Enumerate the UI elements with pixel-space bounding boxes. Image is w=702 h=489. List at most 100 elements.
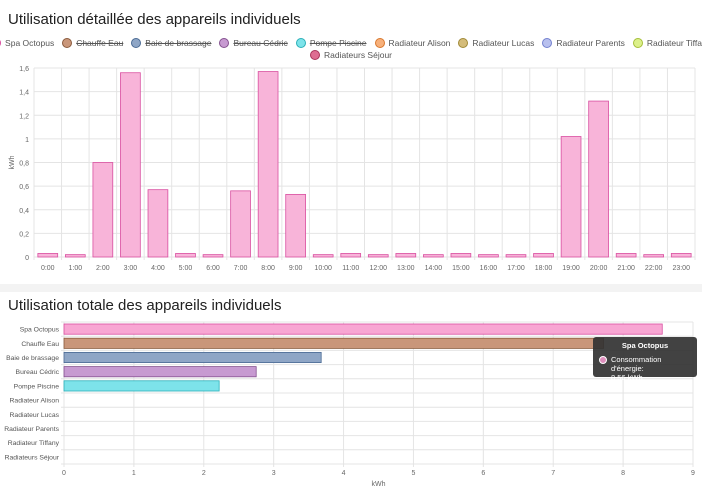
- total-bar[interactable]: [63, 323, 663, 335]
- legend-swatch: [62, 38, 73, 48]
- tooltip-value: 8,56 kWh: [611, 373, 643, 382]
- hourly-bar[interactable]: [560, 136, 582, 258]
- x-tick-label: 9:00: [289, 265, 303, 272]
- legend-item[interactable]: Radiateur Tiffany: [632, 38, 702, 48]
- legend-swatch: [374, 38, 385, 48]
- hourly-bar[interactable]: [230, 190, 251, 258]
- y-tick-label: Chauffe Eau: [21, 341, 59, 348]
- hourly-bar[interactable]: [92, 162, 114, 258]
- y-tick-label: 0,8: [19, 161, 29, 168]
- x-tick-label: 1:00: [69, 265, 83, 272]
- x-tick-label: 0: [62, 470, 66, 477]
- y-tick-label: Spa Octopus: [20, 327, 60, 334]
- hourly-bar[interactable]: [64, 254, 86, 258]
- x-tick-label: 5: [411, 470, 415, 477]
- legend-swatch: [542, 38, 553, 48]
- chart-tooltip: Spa Octopus Consommation d'énergie: 8,56…: [593, 337, 697, 382]
- total-bar[interactable]: [63, 366, 257, 378]
- x-tick-label: 3:00: [124, 265, 138, 272]
- x-tick-label: 6: [481, 470, 485, 477]
- x-tick-label: 7:00: [234, 265, 248, 272]
- hourly-bar[interactable]: [505, 254, 527, 258]
- hourly-bar[interactable]: [120, 72, 141, 258]
- hourly-bar[interactable]: [147, 189, 169, 258]
- x-tick-label: 21:00: [617, 265, 635, 272]
- x-tick-label: 9: [691, 470, 695, 477]
- x-tick-label: 1: [132, 470, 136, 477]
- hourly-bar[interactable]: [257, 71, 279, 258]
- x-tick-label: 8:00: [261, 265, 275, 272]
- legend-label: Baie de brassage: [145, 38, 212, 48]
- legend-label: Radiateurs Séjour: [323, 50, 393, 60]
- y-tick-label: Radiateur Tiffany: [8, 440, 60, 447]
- hourly-bar[interactable]: [367, 254, 389, 258]
- y-axis-label: kWh: [9, 155, 16, 169]
- legend-swatch: [309, 50, 320, 60]
- hourly-bar[interactable]: [312, 254, 334, 258]
- legend-item[interactable]: Radiateur Parents: [542, 38, 625, 48]
- legend-label: Bureau Cédric: [233, 38, 288, 48]
- hourly-bar[interactable]: [423, 254, 444, 258]
- legend-item[interactable]: Radiateurs Séjour: [309, 50, 393, 60]
- legend-swatch: [458, 38, 469, 48]
- x-tick-label: 0:00: [41, 265, 55, 272]
- y-tick-label: 1: [25, 137, 29, 144]
- legend-item[interactable]: Baie de brassage: [131, 38, 211, 48]
- x-tick-label: 16:00: [480, 265, 498, 272]
- x-tick-label: 5:00: [179, 265, 193, 272]
- y-tick-label: Radiateur Parents: [4, 426, 59, 433]
- x-tick-label: 6:00: [206, 265, 220, 272]
- legend-item[interactable]: Pompe Piscine: [295, 38, 367, 48]
- y-tick-label: Radiateur Alison: [10, 398, 60, 405]
- legend-swatch: [295, 38, 306, 48]
- legend-swatch: [219, 38, 230, 48]
- total-bar[interactable]: [63, 337, 604, 349]
- hourly-bar[interactable]: [670, 253, 692, 258]
- y-tick-label: Radiateurs Séjour: [5, 454, 60, 461]
- y-tick-label: 1,4: [19, 90, 29, 97]
- detailed-usage-title: Utilisation détaillée des appareils indi…: [8, 11, 301, 28]
- x-tick-label: 22:00: [645, 265, 663, 272]
- y-tick-label: Radiateur Lucas: [10, 412, 60, 419]
- hourly-bar[interactable]: [175, 253, 196, 258]
- hourly-bar[interactable]: [285, 193, 306, 258]
- total-usage-chart: 0 1 2 3 4 5 6 7 8 9 kWh Spa Octopus Chauffe Eau Baie …: [4, 321, 695, 488]
- y-tick-label: Bureau Cédric: [16, 369, 60, 376]
- hourly-bar[interactable]: [643, 254, 665, 258]
- x-tick-label: 12:00: [370, 265, 388, 272]
- hourly-bar[interactable]: [615, 253, 637, 258]
- x-tick-label: 13:00: [397, 265, 415, 272]
- hourly-bar[interactable]: [202, 254, 224, 258]
- legend-label: Radiateur Parents: [556, 38, 625, 48]
- legend-item[interactable]: Chauffe Eau: [62, 38, 123, 48]
- hourly-bar[interactable]: [478, 254, 499, 258]
- hourly-bar[interactable]: [395, 253, 417, 258]
- x-tick-label: 14:00: [425, 265, 443, 272]
- x-tick-label: 20:00: [590, 265, 608, 272]
- y-tick-label: 0,4: [19, 208, 29, 215]
- total-bar[interactable]: [63, 351, 322, 364]
- legend-swatch: [131, 38, 142, 48]
- legend-item[interactable]: Radiateur Alison: [374, 38, 450, 48]
- total-bar[interactable]: [63, 380, 220, 392]
- hourly-bar[interactable]: [588, 100, 609, 258]
- legend-label: Spa Octopus: [5, 38, 55, 48]
- hourly-bar[interactable]: [450, 253, 472, 258]
- x-tick-label: 23:00: [672, 265, 690, 272]
- total-usage-card: Utilisation totale des appareils individ…: [0, 292, 702, 489]
- hourly-bar[interactable]: [340, 253, 362, 258]
- hourly-bar[interactable]: [37, 253, 59, 258]
- legend-label: Chauffe Eau: [76, 38, 124, 48]
- x-tick-label: 7: [551, 470, 555, 477]
- legend-item[interactable]: Spa Octopus: [0, 38, 54, 48]
- hourly-bar[interactable]: [533, 253, 554, 258]
- x-tick-label: 4: [342, 470, 346, 477]
- legend-swatch: [632, 38, 643, 48]
- legend-label: Radiateur Tiffany: [646, 38, 702, 48]
- legend-item[interactable]: Bureau Cédric: [219, 38, 288, 48]
- y-tick-label: 0,6: [19, 184, 29, 191]
- y-tick-label: 1,2: [19, 113, 29, 120]
- chart-legend-row2: Radiateurs Séjour: [0, 50, 702, 60]
- tooltip-title: Spa Octopus: [621, 341, 669, 350]
- legend-item[interactable]: Radiateur Lucas: [458, 38, 534, 48]
